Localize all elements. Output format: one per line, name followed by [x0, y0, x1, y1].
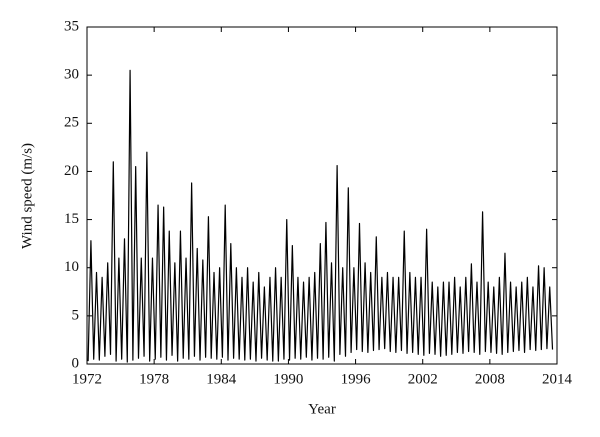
plot-frame [86, 26, 558, 365]
x-tick-label: 1990 [273, 371, 303, 387]
x-axis-label: Year [308, 401, 336, 417]
x-tick-label: 1996 [341, 371, 372, 387]
x-tick-label: 2002 [408, 371, 438, 387]
x-tick-label: 1984 [206, 371, 237, 387]
y-tick-label: 30 [64, 67, 79, 83]
x-tick-label: 1978 [139, 371, 169, 387]
line-series [87, 69, 554, 363]
y-tick-label: 5 [72, 307, 80, 323]
y-tick-label: 15 [64, 211, 79, 227]
y-axis-label: Wind speed (m/s) [19, 143, 35, 249]
x-tick-label: 2014 [542, 371, 573, 387]
x-tick-label: 2008 [475, 371, 505, 387]
y-tick-label: 35 [64, 18, 79, 34]
x-tick-label: 1972 [72, 371, 102, 387]
y-tick-label: 0 [72, 355, 80, 371]
y-tick-label: 10 [64, 259, 79, 275]
y-tick-label: 25 [64, 115, 79, 131]
y-tick-label: 20 [64, 163, 79, 179]
